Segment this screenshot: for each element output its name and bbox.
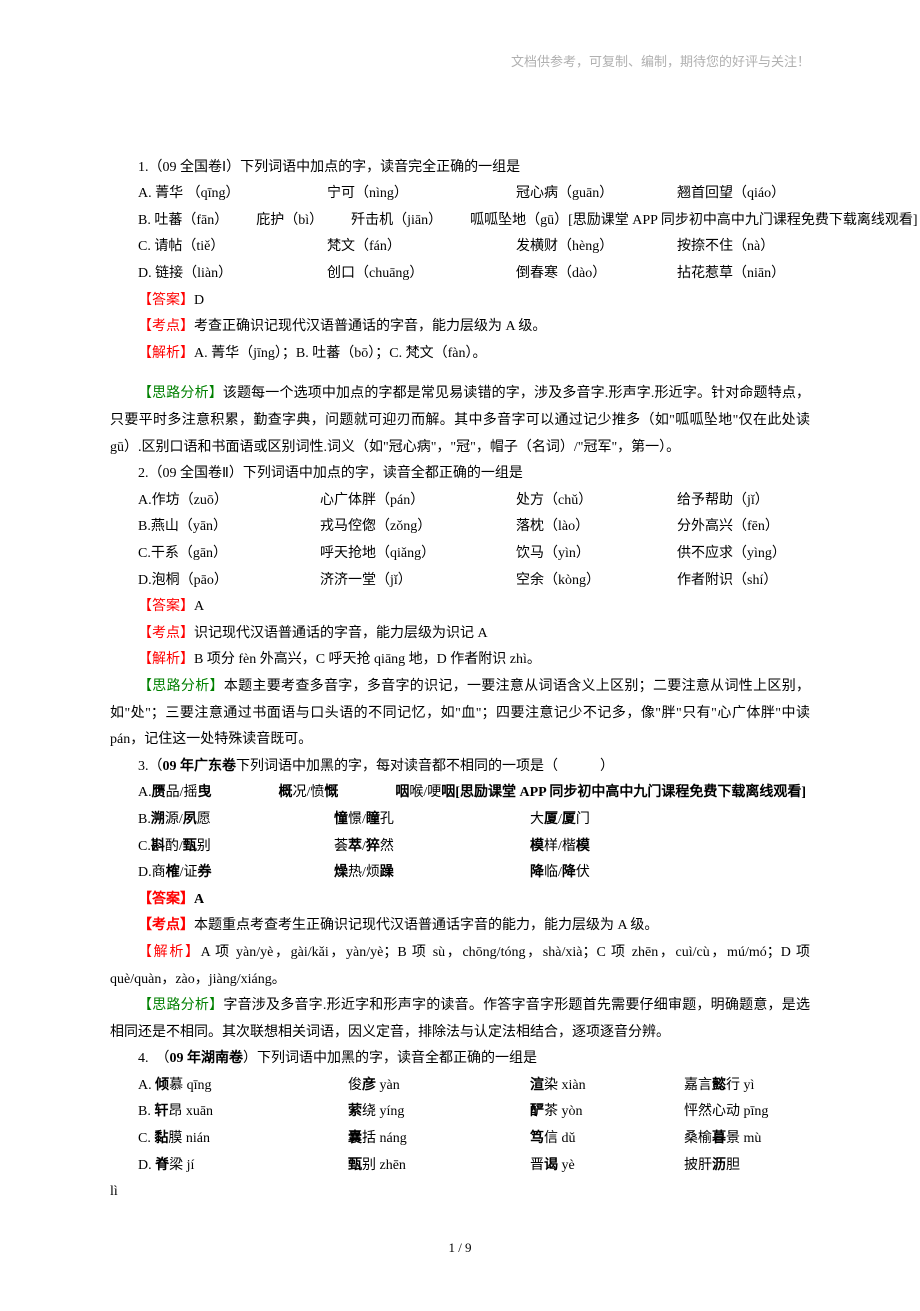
q1-a2: 宁可（nìng） xyxy=(299,181,488,208)
header-notice: 文档供参考，可复制、编制，期待您的好评与关注！ xyxy=(110,50,810,75)
q1-a4: 翘首回望（qiáo） xyxy=(649,181,810,208)
q1-b4: 呱呱坠地（gū）[思励课堂 APP 同步初中高中九门课程免费下载离线观看] xyxy=(442,208,918,235)
q1-stem: 1.（09 全国卷Ⅰ）下列词语中加点的字，读音完全正确的一组是 xyxy=(110,155,810,182)
q1-silu: 【思路分析】该题每一个选项中加点的字都是常见易读错的字，涉及多音字.形声字.形近… xyxy=(110,381,810,461)
q1-option-c: C. 请帖（tiě） 梵文（fán） 发横财（hèng） 按捺不住（nà） xyxy=(110,234,810,261)
q1-kaodian: 【考点】考查正确识记现代汉语普通话的字音，能力层级为 A 级。 xyxy=(110,314,810,341)
q3-option-b: B.溯源/夙愿 憧憬/瞳孔 大厦/厦门 xyxy=(110,807,810,834)
q3-kaodian: 【考点】本题重点考查考生正确识记现代汉语普通话字音的能力，能力层级为 A 级。 xyxy=(110,913,810,940)
q2-silu: 【思路分析】本题主要考查多音字，多音字的识记，一要注意从词语含义上区别；二要注意… xyxy=(110,674,810,754)
q1-jiexi: 【解析】A. 菁华（jīng）；B. 吐蕃（bō）；C. 梵文（fàn）。 xyxy=(110,341,810,368)
q2-option-c: C.干系（gān） 呼天抢地（qiǎng） 饮马（yìn） 供不应求（yìng） xyxy=(110,541,810,568)
q1-b1: B. 吐蕃（fān） xyxy=(110,208,228,235)
q3-stem: 3.（09 年广东卷下列词语中加黑的字，每对读音都不相同的一项是（ ） xyxy=(110,754,810,781)
q3-option-a: A.赝品/摇曳 概况/愤慨 咽喉/哽咽[思励课堂 APP 同步初中高中九门课程免… xyxy=(110,780,810,807)
q2-kaodian: 【考点】识记现代汉语普通话的字音，能力层级为识记 A xyxy=(110,621,810,648)
q1-c1: C. 请帖（tiě） xyxy=(110,234,299,261)
q4-option-c: C. 黏膜 nián 囊括 náng 笃信 dǔ 桑榆暮景 mù xyxy=(110,1126,810,1153)
document-content: 1.（09 全国卷Ⅰ）下列词语中加点的字，读音完全正确的一组是 A. 菁华 （q… xyxy=(110,155,810,1206)
q1-d3: 倒春寒（dào） xyxy=(488,261,649,288)
q1-option-d: D. 链接（liàn） 创口（chuāng） 倒春寒（dào） 拈花惹草（niā… xyxy=(110,261,810,288)
q2-option-b: B.燕山（yān） 戎马倥偬（zǒng） 落枕（lào） 分外高兴（fēn） xyxy=(110,514,810,541)
q1-a3: 冠心病（guān） xyxy=(488,181,649,208)
q1-d1: D. 链接（liàn） xyxy=(110,261,299,288)
q1-c4: 按捺不住（nà） xyxy=(649,234,810,261)
q1-c3: 发横财（hèng） xyxy=(488,234,649,261)
q3-answer: 【答案】A xyxy=(110,887,810,914)
q2-option-d: D.泡桐（pāo） 济济一堂（jǐ） 空余（kòng） 作者附识（shí） xyxy=(110,568,810,595)
q3-silu: 【思路分析】字音涉及多音字.形近字和形声字的读音。作答字音字形题首先需要仔细审题… xyxy=(110,993,810,1046)
q3-jiexi: 【解析】A 项 yàn/yè，gài/kǎi，yàn/yè；B 项 sù，chō… xyxy=(110,940,810,993)
q1-b3: 歼击机（jiān） xyxy=(323,208,442,235)
q1-b2: 庇护（bì） xyxy=(228,208,323,235)
q1-answer: 【答案】D xyxy=(110,288,810,315)
q4-option-b: B. 轩昂 xuān 萦绕 yíng 酽茶 yòn 怦然心动 pīng xyxy=(110,1099,810,1126)
q1-c2: 梵文（fán） xyxy=(299,234,488,261)
q1-option-a: A. 菁华 （qīng） 宁可（nìng） 冠心病（guān） 翘首回望（qiá… xyxy=(110,181,810,208)
q3-option-d: D.商榷/证券 燥热/烦躁 降临/降伏 xyxy=(110,860,810,887)
q4-option-a: A. 倾慕 qīng 俊彦 yàn 渲染 xiàn 嘉言懿行 yì xyxy=(110,1073,810,1100)
q2-option-a: A.作坊（zuō） 心广体胖（pán） 处方（chǔ） 给予帮助（jǐ） xyxy=(110,488,810,515)
q2-stem: 2.（09 全国卷Ⅱ）下列词语中加点的字，读音全都正确的一组是 xyxy=(110,461,810,488)
q2-answer: 【答案】A xyxy=(110,594,810,621)
q1-option-b: B. 吐蕃（fān） 庇护（bì） 歼击机（jiān） 呱呱坠地（gū）[思励课… xyxy=(110,208,810,235)
q4-option-d: D. 脊梁 jí 甄别 zhēn 晋谒 yè 披肝沥胆 xyxy=(110,1153,810,1180)
page-number: 1 / 9 xyxy=(110,1236,810,1261)
q4-stem: 4. （09 年湖南卷）下列词语中加黑的字，读音全都正确的一组是 xyxy=(110,1046,810,1073)
q1-d2: 创口（chuāng） xyxy=(299,261,488,288)
q1-d4: 拈花惹草（niān） xyxy=(649,261,810,288)
q4-d-tail: lì xyxy=(110,1179,810,1206)
q2-jiexi: 【解析】B 项分 fèn 外高兴，C 呼天抢 qiāng 地，D 作者附识 zh… xyxy=(110,647,810,674)
q1-a1: A. 菁华 （qīng） xyxy=(110,181,299,208)
q3-option-c: C.斟酌/甄别 荟萃/猝然 模样/楷模 xyxy=(110,834,810,861)
